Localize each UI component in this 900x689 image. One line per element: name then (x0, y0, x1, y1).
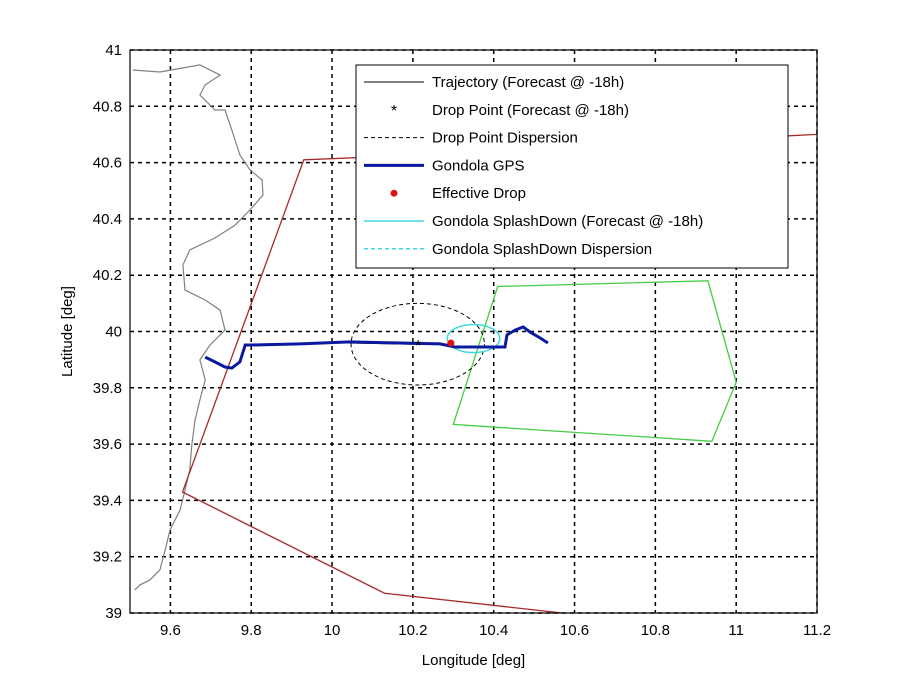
coastline (132, 64, 264, 591)
x-axis-label: Longitude [deg] (422, 652, 525, 669)
axes-box (129, 49, 818, 614)
drop-point-dispersion (350, 302, 485, 386)
gondola-gps-line (204, 325, 549, 370)
legend-swatch: * (391, 103, 397, 120)
legend-entry: Effective Drop (432, 185, 526, 202)
y-tick-label: 39.6 (93, 436, 122, 453)
x-tick-label: 10 (324, 622, 341, 639)
legend-entry: Gondola SplashDown Dispersion (432, 241, 652, 258)
legend-entry: Gondola SplashDown (Forecast @ -18h) (432, 213, 703, 230)
x-tick-label: 10.2 (398, 622, 427, 639)
y-tick-label: 40.6 (93, 155, 122, 172)
y-tick-label: 41 (105, 42, 122, 59)
x-tick-label: 10.6 (560, 622, 589, 639)
x-tick-label: 10.8 (641, 622, 670, 639)
legend-entry: Drop Point (Forecast @ -18h) (432, 102, 629, 119)
x-tick-label: 10.4 (479, 622, 508, 639)
drop-point-marker: * (415, 338, 421, 355)
legend-swatch (390, 189, 398, 197)
y-tick-label: 39.2 (93, 549, 122, 566)
x-tick-label: 11 (728, 622, 744, 639)
x-tick-label: 9.6 (160, 622, 181, 639)
x-tick-label: 11.2 (803, 622, 831, 639)
y-tick-label: 40.4 (93, 211, 122, 228)
y-tick-label: 39.8 (93, 380, 122, 397)
green-zone-boundary (452, 280, 737, 442)
splashdown-dispersion (446, 323, 501, 354)
legend-entry: Gondola GPS (432, 157, 525, 174)
x-tick-label: 9.8 (241, 622, 262, 639)
legend-entry: Drop Point Dispersion (432, 130, 578, 147)
y-tick-label: 39 (105, 605, 122, 622)
y-axis-label: Latitude [deg] (59, 286, 76, 377)
y-tick-label: 40.8 (93, 98, 122, 115)
legend-entry: Trajectory (Forecast @ -18h) (432, 74, 624, 91)
effective-drop-marker (447, 339, 455, 347)
y-tick-label: 40.2 (93, 267, 122, 284)
y-tick-label: 39.4 (93, 492, 122, 509)
legend-box (355, 64, 789, 269)
y-tick-label: 40 (105, 324, 122, 341)
